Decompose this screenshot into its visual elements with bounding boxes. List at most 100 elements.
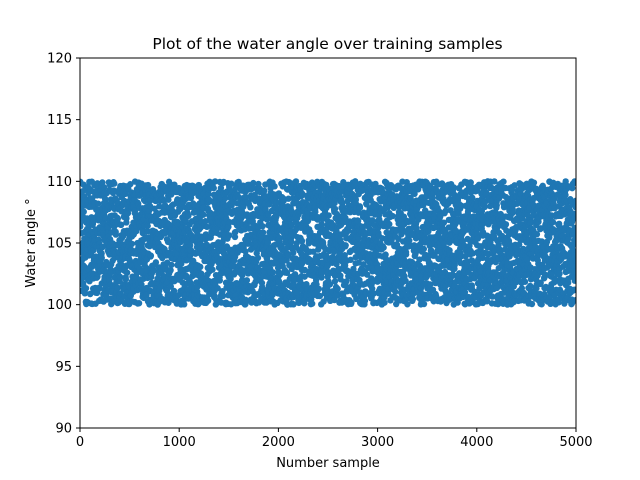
scatter-points xyxy=(80,178,576,308)
scatter-point xyxy=(94,200,102,207)
scatter-point xyxy=(315,285,323,293)
scatter-point xyxy=(143,291,150,299)
scatter-point xyxy=(386,220,393,228)
scatter-point xyxy=(209,266,216,273)
scatter-point xyxy=(171,181,178,188)
scatter-point xyxy=(107,269,114,276)
scatter-point xyxy=(493,202,500,209)
scatter-point xyxy=(165,196,172,203)
scatter-point xyxy=(380,244,387,251)
scatter-point xyxy=(123,269,131,276)
scatter-point xyxy=(185,212,192,219)
scatter-point xyxy=(342,242,349,249)
scatter-point xyxy=(227,275,234,283)
scatter-point xyxy=(144,228,151,235)
scatter-point xyxy=(182,217,189,224)
scatter-point xyxy=(200,211,207,218)
scatter-point xyxy=(481,203,489,211)
scatter-point xyxy=(82,285,90,292)
scatter-point xyxy=(231,233,239,241)
scatter-point xyxy=(259,222,266,230)
scatter-point xyxy=(180,301,188,308)
scatter-point xyxy=(228,180,235,187)
scatter-point xyxy=(80,223,84,230)
scatter-point xyxy=(571,178,576,185)
scatter-point xyxy=(117,221,125,229)
scatter-point xyxy=(99,179,106,186)
scatter-point xyxy=(571,268,576,276)
scatter-point xyxy=(211,178,219,185)
scatter-point xyxy=(527,219,534,227)
scatter-point xyxy=(114,215,122,222)
scatter-point xyxy=(98,254,105,262)
scatter-point xyxy=(135,299,143,307)
scatter-point xyxy=(128,240,136,248)
scatter-point xyxy=(127,181,134,188)
scatter-point xyxy=(116,278,123,285)
scatter-point xyxy=(562,191,569,199)
scatter-point xyxy=(168,261,175,269)
scatter-point xyxy=(80,208,87,215)
scatter-point xyxy=(150,267,157,274)
scatter-point xyxy=(217,184,225,192)
scatter-point xyxy=(186,242,194,249)
scatter-point xyxy=(144,222,151,230)
scatter-point xyxy=(571,286,576,293)
scatter-point xyxy=(287,238,295,245)
scatter-point xyxy=(420,245,427,253)
scatter-point xyxy=(261,187,268,194)
scatter-point xyxy=(170,287,178,295)
scatter-point xyxy=(521,278,529,285)
scatter-point xyxy=(247,204,254,211)
scatter-point xyxy=(225,232,233,239)
scatter-point xyxy=(111,180,118,187)
scatter-point xyxy=(123,215,130,222)
scatter-point xyxy=(204,297,212,304)
scatter-point xyxy=(269,269,277,276)
scatter-point xyxy=(308,300,316,307)
scatter-point xyxy=(243,277,251,284)
scatter-point xyxy=(98,250,105,257)
scatter-point xyxy=(216,277,223,284)
scatter-point xyxy=(116,273,124,281)
scatter-point xyxy=(178,260,185,267)
scatter-point xyxy=(81,290,89,297)
scatter-point xyxy=(232,228,239,236)
scatter-point xyxy=(254,254,262,262)
scatter-point xyxy=(556,270,563,277)
scatter-point xyxy=(100,184,108,191)
scatter-point xyxy=(318,274,325,281)
scatter-point xyxy=(87,290,94,298)
scatter-point xyxy=(219,292,227,300)
scatter-point xyxy=(500,178,507,185)
scatter-point xyxy=(420,300,428,308)
scatter-point xyxy=(203,223,211,231)
scatter-point xyxy=(124,210,132,217)
scatter-point xyxy=(144,181,152,189)
scatter-point xyxy=(271,183,278,190)
scatter-point xyxy=(264,239,272,246)
scatter-point xyxy=(197,263,204,271)
scatter-point xyxy=(167,266,174,274)
scatter-point xyxy=(147,252,155,259)
scatter-point xyxy=(112,231,120,238)
scatter-point xyxy=(502,221,510,228)
scatter-point xyxy=(122,276,130,283)
scatter-point xyxy=(331,278,339,285)
scatter-point xyxy=(572,226,576,234)
scatter-point xyxy=(402,251,410,258)
scatter-point xyxy=(214,285,221,292)
scatter-point xyxy=(147,197,154,204)
scatter-point xyxy=(356,204,364,211)
scatter-point xyxy=(509,208,516,215)
scatter-point xyxy=(152,259,160,266)
scatter-point xyxy=(96,285,103,292)
scatter-point xyxy=(530,179,538,186)
scatter-point xyxy=(242,193,249,201)
scatter-point xyxy=(334,285,341,293)
scatter-point xyxy=(133,227,140,235)
scatter-point xyxy=(361,297,369,305)
scatter-point xyxy=(210,184,217,192)
scatter-point xyxy=(528,300,536,308)
